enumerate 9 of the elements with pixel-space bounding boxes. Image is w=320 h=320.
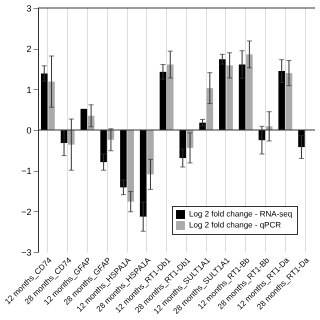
legend-label: Log 2 fold change - qPCR <box>189 220 282 230</box>
y-tick-label: 3 <box>26 4 32 14</box>
y-tick-label: 0 <box>26 126 32 136</box>
y-tick-label: 2 <box>26 44 32 54</box>
y-tick-label: 1 <box>26 84 32 95</box>
y-tick-label: −1 <box>21 166 32 176</box>
y-tick-label: −3 <box>21 248 32 258</box>
legend-label: Log 2 fold change - RNA-seq <box>189 210 292 218</box>
y-tick-label: −2 <box>21 206 32 217</box>
